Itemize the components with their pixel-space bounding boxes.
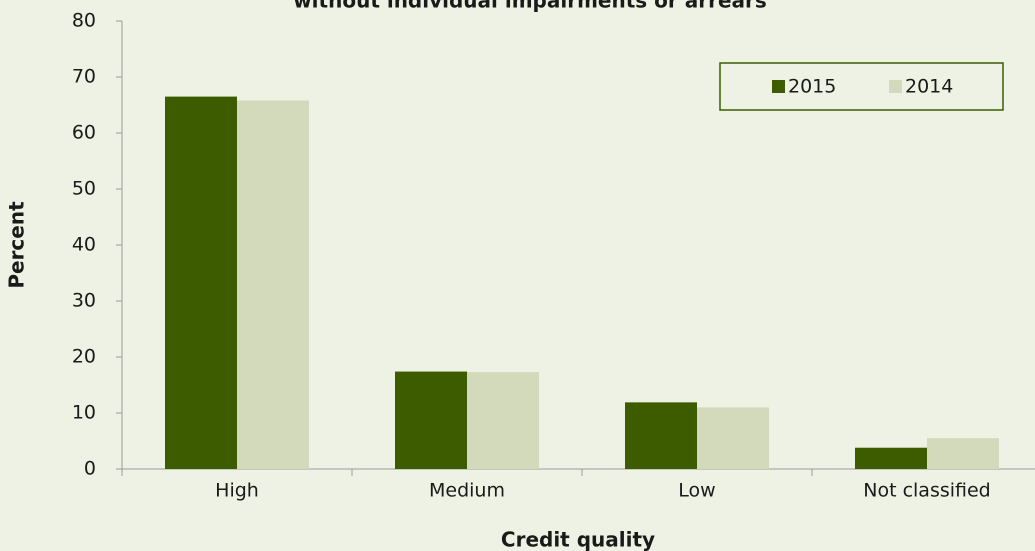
y-axis-label: Percent [5,201,29,289]
x-axis-label: Credit quality [501,528,655,551]
y-tick-label: 80 [72,10,96,32]
y-tick-label: 0 [84,458,96,480]
x-tick-label: Medium [429,480,505,502]
legend-swatch [772,80,785,93]
legend-box [719,62,1004,111]
chart-title: without individual impairments or arrear… [293,0,767,13]
y-tick-label: 50 [72,178,96,200]
bar [237,100,309,470]
y-tick-label: 70 [72,66,96,88]
bar [165,96,237,469]
y-tick-label: 20 [72,346,96,368]
y-tick-label: 40 [72,234,96,256]
x-tick-label: High [215,480,259,502]
y-tick-label: 30 [72,290,96,312]
legend-label: 2014 [905,76,953,98]
bar [467,372,539,469]
legend-label: 2015 [788,76,836,98]
x-tick-label: Low [678,480,715,502]
bar [697,407,769,469]
bar [625,402,697,469]
bar [395,371,467,469]
legend-swatch [889,80,902,93]
bar [927,438,999,469]
y-tick-label: 10 [72,402,96,424]
x-tick-label: Not classified [863,480,991,502]
bar [855,447,927,469]
y-tick-label: 60 [72,122,96,144]
